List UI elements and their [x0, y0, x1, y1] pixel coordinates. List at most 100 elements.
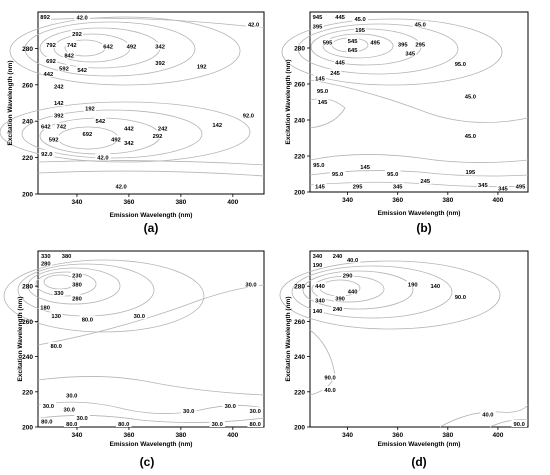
contour-label: 80.0 — [118, 422, 129, 428]
contour-label: 295 — [415, 42, 425, 48]
contour-label: 190 — [313, 263, 323, 269]
contour-label-bg — [333, 294, 347, 302]
contour-label-bg — [115, 420, 132, 427]
x-tick-label: 380 — [442, 432, 453, 439]
contour-label-bg — [419, 177, 432, 185]
contour-label: 342 — [124, 141, 134, 147]
contour-label-bg — [63, 420, 80, 427]
y-tick-label: 240 — [22, 354, 33, 361]
contour-label: 292 — [72, 32, 82, 38]
contour-label-bg — [44, 40, 58, 48]
contour-label-bg — [311, 22, 324, 30]
contour-label: 495 — [370, 41, 380, 47]
y-tick-label: 280 — [22, 284, 33, 291]
contour-label-bg — [354, 26, 367, 33]
contour-label-bg — [52, 99, 65, 106]
contour-label-bg — [52, 289, 65, 297]
contour-label-bg — [39, 13, 52, 20]
y-tick-label: 220 — [294, 389, 305, 396]
y-tick-label: 200 — [22, 192, 33, 199]
contour-label: 742 — [57, 125, 67, 131]
contour-label-bg — [95, 153, 111, 161]
contour-label-bg — [50, 312, 63, 320]
contour-label: 95.0 — [313, 163, 324, 169]
y-tick-label: 200 — [294, 190, 305, 197]
x-tick-label: 340 — [72, 432, 83, 439]
contour-label: 45.0 — [465, 95, 476, 101]
x-tick-label: 340 — [342, 197, 353, 204]
contour-label-bg — [313, 182, 327, 190]
x-tick-label: 360 — [123, 199, 134, 206]
contour-labels: 945 445 45.0 395 195 45.0 595 545 495 395 295 645 34… — [311, 13, 527, 192]
contour-label-bg — [322, 386, 338, 394]
y-tick-label: 200 — [22, 425, 33, 432]
axis-ticks: 340 360 380 400 200 220 240 260 280 — [294, 46, 504, 205]
contour-label: 90.0 — [324, 376, 335, 382]
contour-label: 95.0 — [332, 172, 343, 178]
contour-label: 792 — [46, 43, 56, 49]
contour-label-bg — [331, 252, 344, 259]
contour-label-bg — [76, 66, 89, 74]
contour-label: 140 — [313, 309, 323, 315]
contour-label-bg — [55, 122, 68, 130]
contour-label-bg — [313, 282, 327, 290]
contour-label-bg — [209, 420, 226, 427]
contour-label-bg — [346, 287, 359, 295]
contour-label-bg — [328, 69, 342, 77]
contour-label: 592 — [49, 137, 59, 143]
contour-label-bg — [333, 58, 347, 66]
panel-label: (b) — [416, 221, 431, 235]
contour-label-bg — [429, 282, 442, 290]
contour-label-bg — [480, 410, 496, 418]
contour-label: 192 — [85, 106, 95, 112]
contour-label: 30.0 — [66, 393, 77, 399]
contour-label-bg — [247, 420, 263, 427]
y-tick-label: 280 — [294, 46, 305, 53]
contour-label: 30.0 — [183, 409, 194, 415]
contour-label: 345 — [498, 186, 508, 192]
contour-label-bg — [311, 161, 327, 168]
contour-label-bg — [65, 40, 78, 48]
contour-label-bg — [52, 82, 65, 90]
contour-label-bg — [47, 135, 60, 143]
contour-label-bg — [151, 131, 164, 139]
contour-label-bg — [94, 117, 107, 125]
contour-label-bg — [511, 420, 527, 427]
contour-label-bg — [222, 401, 239, 409]
y-axis-title: Excitation Wavelength (nm) — [17, 297, 24, 382]
contour-label-bg — [476, 180, 489, 188]
contour-label-bg — [464, 168, 477, 176]
contour-label: 145 — [318, 100, 328, 106]
contour-label-bg — [39, 252, 52, 259]
plot-frame — [309, 11, 529, 193]
plot-frame — [309, 250, 529, 428]
y-tick-label: 220 — [22, 389, 33, 396]
y-tick-label: 220 — [22, 155, 33, 162]
x-tick-label: 400 — [227, 199, 238, 206]
contour-label-bg — [514, 182, 527, 190]
contour-label: 95.0 — [317, 89, 328, 95]
x-axis-title: Emission Wavelength (nm) — [110, 441, 193, 448]
x-tick-label: 340 — [342, 432, 353, 439]
contour-label: 340 — [315, 298, 325, 304]
contour-label-bg — [44, 57, 58, 65]
x-axis-title: Emission Wavelength (nm) — [378, 210, 461, 217]
contour-label: 30.0 — [64, 407, 75, 413]
contour-label-bg — [61, 405, 77, 413]
contour-label-bg — [240, 111, 257, 119]
contour-label-bg — [39, 149, 55, 157]
contour-label-bg — [60, 252, 73, 259]
contour-label-bg — [313, 74, 327, 82]
panel-label: (a) — [144, 221, 159, 235]
contour-label: 595 — [323, 41, 333, 47]
contour-label-bg — [247, 407, 263, 415]
contour-label-bg — [346, 45, 359, 53]
contour-label: 345 — [405, 51, 415, 57]
contour-label: 30.0 — [77, 416, 88, 422]
x-tick-label: 360 — [392, 197, 403, 204]
contour-label-bg — [63, 51, 76, 59]
contour-label: 42.0 — [77, 15, 88, 21]
contour-label: 440 — [315, 284, 325, 290]
y-axis-title: Excitation Wavelength (nm) — [7, 61, 14, 146]
contour-label: 245 — [330, 71, 340, 77]
